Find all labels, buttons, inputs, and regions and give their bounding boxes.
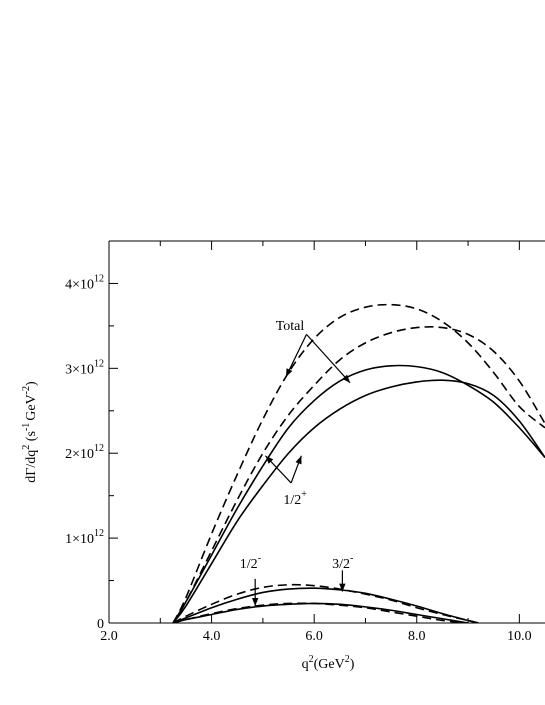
annotations: Total 1/2+ 1/2- 3/2- [240, 319, 353, 607]
series-line-8 [172, 602, 469, 623]
annotation-half-plus: 1/2+ [283, 489, 307, 508]
annotation-three-half-minus: 3/2- [332, 553, 353, 572]
series-line-6 [172, 587, 479, 623]
annotation-arrow [306, 333, 351, 384]
arrowhead [251, 598, 259, 607]
arrowhead [339, 583, 346, 592]
annotation-total: Total [276, 319, 305, 334]
y-tick-label: 3×1012 [65, 358, 104, 377]
series-line-3 [172, 364, 545, 623]
x-tick-label: 8.0 [408, 629, 426, 644]
x-axis-title: q2(GeV2) [302, 654, 355, 672]
series-line-1 [172, 303, 545, 623]
y-tick-label: 0 [97, 617, 104, 632]
arrowhead [295, 455, 302, 465]
y-tick-label: 4×1012 [65, 273, 104, 292]
annotation-half-minus: 1/2- [240, 553, 261, 572]
x-tick-label: 2.0 [100, 629, 118, 644]
series-line-5 [172, 583, 479, 623]
y-tick-label: 2×1012 [65, 443, 104, 462]
axes [108, 240, 545, 624]
y-axis-title: dΓ/dq2 (s-1GeV-2) [21, 381, 39, 483]
arrowhead [342, 374, 351, 383]
series-line-4 [172, 379, 545, 623]
x-tick-label: 4.0 [203, 629, 221, 644]
x-tick-label: 10.0 [507, 629, 532, 644]
y-tick-label: 1×1012 [65, 528, 104, 547]
arrowhead [285, 368, 293, 377]
x-tick-label: 6.0 [305, 629, 323, 644]
arrowhead [265, 455, 274, 464]
series-line-2 [172, 326, 545, 623]
ticks: 2.0 4.0 6.0 8.0 10.0 0 1×1012 2×1012 3×1012 4×101… [65, 240, 532, 644]
curves [172, 303, 545, 623]
